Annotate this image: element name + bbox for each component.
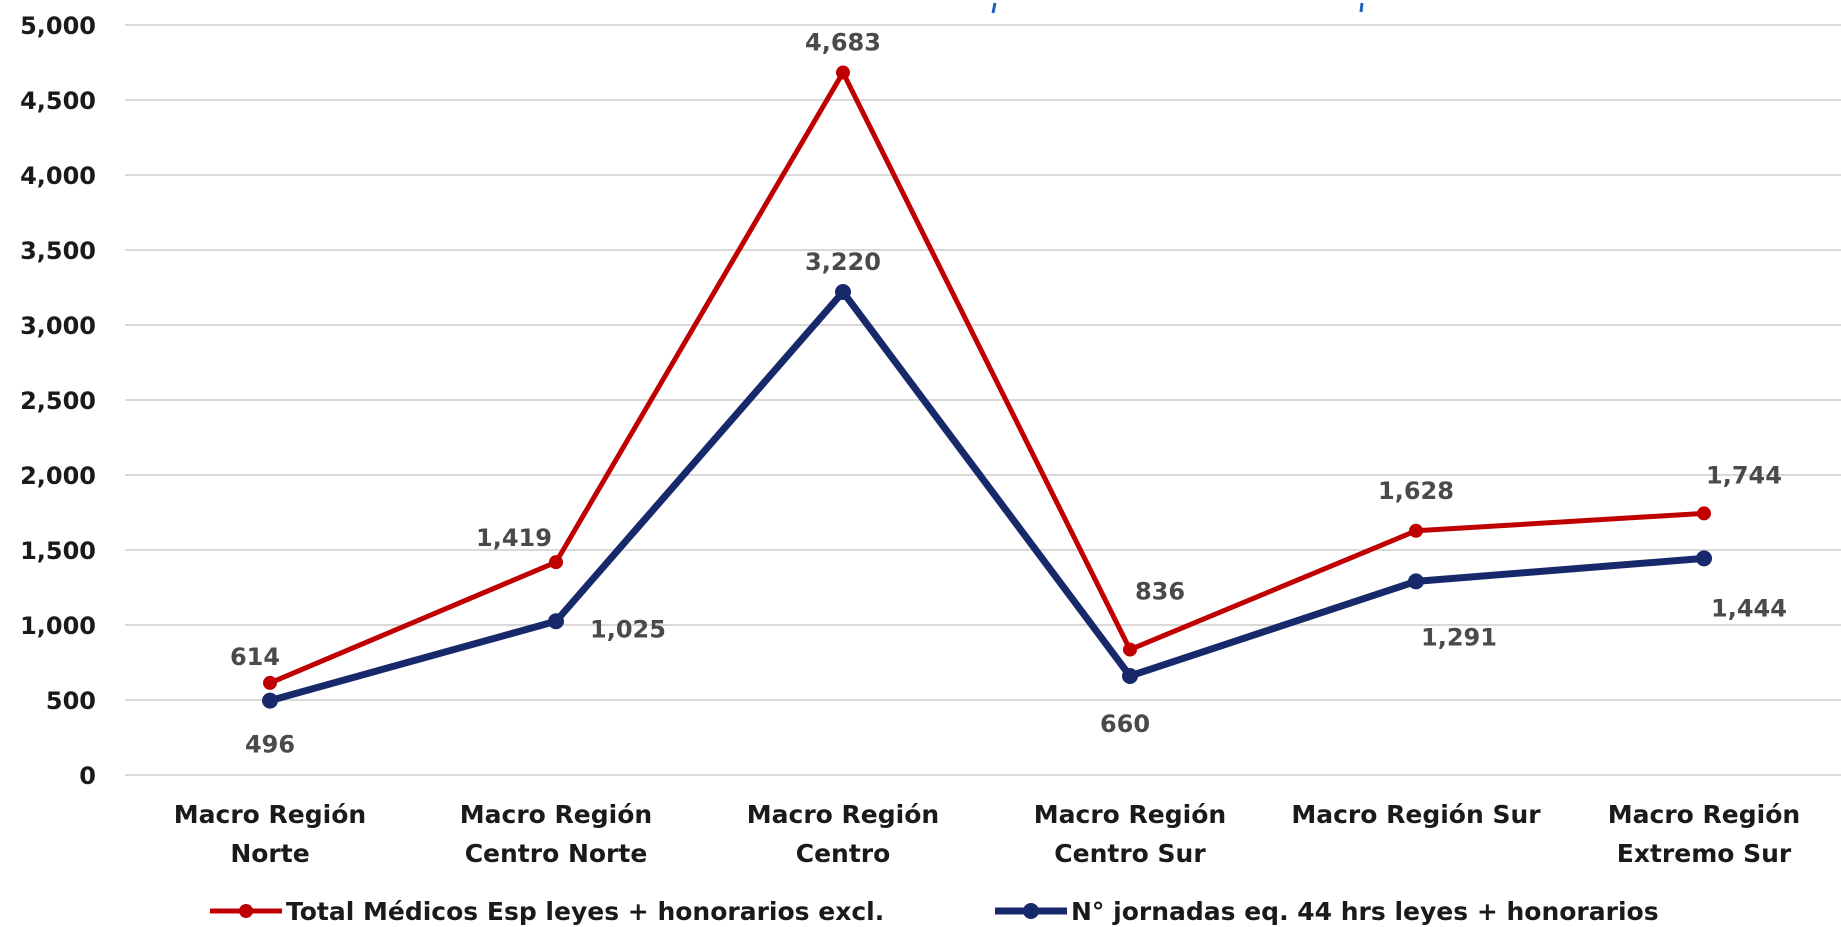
x-tick-label: Macro Región Centro Norte <box>460 800 652 868</box>
x-tick-label-line: Macro Región Sur <box>1291 800 1541 829</box>
data-point <box>548 613 564 630</box>
y-tick-label: 4,500 <box>20 87 96 115</box>
data-label: 1,025 <box>590 615 666 643</box>
legend-label: N° jornadas eq. 44 hrs leyes + honorario… <box>1071 897 1659 926</box>
x-tick-label-line: Macro Región <box>1034 800 1226 829</box>
y-tick-label: 2,500 <box>20 387 96 415</box>
data-point <box>262 692 278 709</box>
x-tick-label: Macro Región Extremo Sur <box>1608 800 1800 868</box>
x-tick-label-line: Macro Región <box>460 800 652 829</box>
data-point <box>1697 506 1711 521</box>
series-line <box>266 288 1708 705</box>
data-point <box>1122 668 1138 684</box>
y-tick-label: 4,000 <box>20 162 96 190</box>
x-tick-label-line: Centro Norte <box>465 839 648 868</box>
data-label: 1,444 <box>1711 594 1787 622</box>
data-point <box>1408 573 1424 590</box>
x-tick-label: Macro Región Norte <box>174 800 366 868</box>
data-label: 1,419 <box>476 524 552 552</box>
x-tick-label-line: Norte <box>230 839 309 868</box>
gridlines <box>125 24 1841 776</box>
clipped-title-remnant <box>991 2 1364 14</box>
legend-item: Total Médicos Esp leyes + honorarios exc… <box>210 897 884 926</box>
x-tick-label-line: Centro Sur <box>1054 839 1206 868</box>
y-tick-label: 2,000 <box>20 462 96 490</box>
clipped-mark <box>991 2 997 14</box>
series-1 <box>263 65 1711 690</box>
data-point <box>836 65 850 80</box>
data-label: 614 <box>230 643 280 671</box>
data-point <box>1409 523 1423 538</box>
series-line <box>267 70 1707 686</box>
data-point <box>1696 550 1712 567</box>
series-lines <box>262 65 1712 709</box>
y-tick-label: 3,500 <box>20 237 96 265</box>
legend-item: N° jornadas eq. 44 hrs leyes + honorario… <box>995 897 1659 926</box>
x-tick-label-line: Macro Región <box>1608 800 1800 829</box>
data-label: 496 <box>245 731 295 759</box>
y-tick-label: 1,000 <box>20 612 96 640</box>
y-tick-label: 1,500 <box>20 537 96 565</box>
legend-swatch-marker <box>239 904 253 918</box>
x-tick-label-line: Macro Región <box>174 800 366 829</box>
y-tick-label: 0 <box>79 762 96 790</box>
data-label: 1,291 <box>1421 623 1497 651</box>
series-2 <box>262 284 1712 709</box>
legend-label: Total Médicos Esp leyes + honorarios exc… <box>286 897 884 926</box>
data-point <box>1123 642 1137 657</box>
x-axis: Macro Región Norte Macro Región Centro Nort… <box>174 800 1800 868</box>
data-label: 660 <box>1100 710 1150 738</box>
x-tick-label: Macro Región Centro <box>747 800 939 868</box>
data-label: 1,628 <box>1378 477 1454 505</box>
y-axis: 0 500 1,000 1,500 2,000 2,500 3,000 3,500 4,000 4… <box>20 12 96 790</box>
y-tick-label: 5,000 <box>20 12 96 40</box>
x-tick-label: Macro Región Centro Sur <box>1034 800 1226 868</box>
x-tick-label-line: Macro Región <box>747 800 939 829</box>
data-label: 3,220 <box>805 248 881 276</box>
data-labels: 614 1,419 4,683 836 1,628 1,744 496 1,025 3,220 6… <box>230 29 1787 759</box>
data-point <box>549 555 563 570</box>
clipped-mark <box>1359 2 1364 13</box>
x-tick-label: Macro Región Sur <box>1291 800 1541 829</box>
data-point <box>835 284 851 300</box>
y-tick-label: 500 <box>46 687 96 715</box>
data-label: 4,683 <box>805 29 881 57</box>
x-tick-label-line: Extremo Sur <box>1617 839 1792 868</box>
data-label: 836 <box>1135 578 1185 606</box>
data-label: 1,744 <box>1706 461 1782 489</box>
legend-swatch-marker <box>1023 903 1039 919</box>
x-tick-label-line: Centro <box>796 839 891 868</box>
y-tick-label: 3,000 <box>20 312 96 340</box>
data-point <box>263 675 277 690</box>
legend: Total Médicos Esp leyes + honorarios exc… <box>210 897 1659 926</box>
